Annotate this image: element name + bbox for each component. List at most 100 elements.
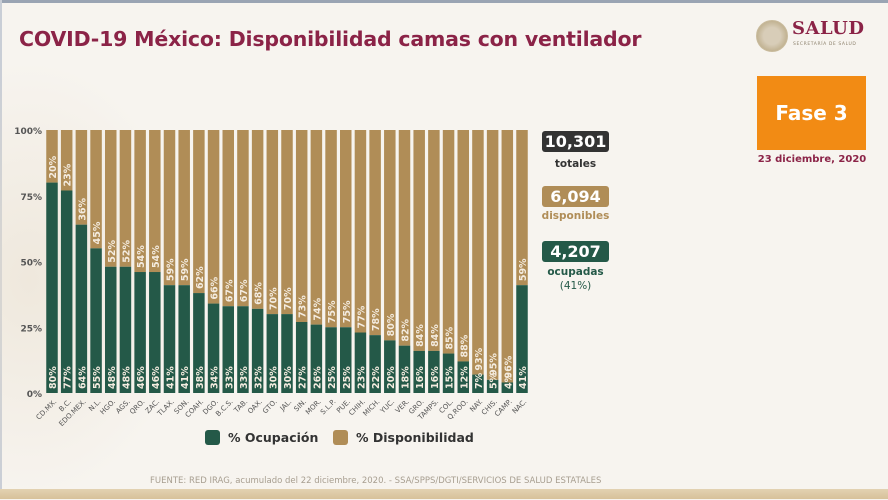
y-tick-label: 0%	[27, 390, 42, 400]
data-label-disponibilidad: 67%	[224, 279, 235, 302]
data-label-disponibilidad: 75%	[342, 300, 353, 323]
data-label-disponibilidad: 82%	[401, 318, 412, 341]
data-label-ocupacion: 41%	[166, 366, 177, 389]
data-label-ocupacion: 4%	[503, 372, 514, 389]
bar-ocupacion	[486, 379, 499, 393]
legend-item-ocupacion: % Ocupación	[205, 427, 318, 447]
bar-disponibilidad	[46, 130, 58, 183]
bar-ocupacion	[193, 293, 205, 393]
data-label-ocupacion: 16%	[415, 366, 426, 389]
bar-disponibilidad	[207, 130, 220, 304]
occupied-beds-label: ocupadas	[547, 266, 604, 278]
legend-swatch-disponibilidad	[333, 429, 348, 445]
x-category-label: S.L.P.	[319, 398, 337, 416]
bar-ocupacion	[340, 327, 352, 393]
y-tick-label: 100%	[14, 127, 42, 137]
data-label-disponibilidad: 96%	[503, 355, 514, 378]
bar-disponibilidad	[60, 130, 73, 191]
data-label-disponibilidad: 45%	[92, 221, 103, 244]
data-label-ocupacion: 22%	[371, 366, 382, 389]
data-label-disponibilidad: 84%	[430, 324, 441, 347]
bar-disponibilidad	[163, 130, 176, 286]
bar-disponibilidad	[398, 130, 411, 346]
bar-ocupacion	[457, 361, 469, 393]
salud-logo: SALUD SECRETARÍA DE SALUD	[756, 18, 876, 54]
bar-ocupacion	[237, 306, 249, 393]
x-category-label: OAX.	[246, 398, 264, 416]
bar-disponibilidad	[90, 130, 102, 249]
bar-ocupacion	[105, 266, 117, 393]
x-category-label: NAC.	[511, 398, 529, 416]
bar-disponibilidad	[354, 130, 367, 333]
bar-ocupacion	[295, 321, 308, 393]
occupied-beds-value: 4,207	[542, 241, 609, 262]
report-date: 23 diciembre, 2020	[757, 154, 867, 165]
bar-ocupacion	[90, 248, 102, 393]
logo-subtext: SECRETARÍA DE SALUD	[793, 42, 857, 47]
x-category-label: GTO.	[261, 398, 279, 416]
bar-ocupacion	[369, 335, 381, 393]
x-category-label: MICH.	[361, 398, 381, 418]
bar-disponibilidad	[178, 130, 190, 286]
data-label-ocupacion: 30%	[283, 366, 294, 389]
bar-ocupacion	[266, 314, 279, 393]
data-label-disponibilidad: 80%	[386, 313, 397, 336]
bar-disponibilidad	[457, 130, 469, 362]
x-category-label: QRO.	[128, 398, 146, 416]
bar-ocupacion	[310, 324, 323, 393]
footer-band	[0, 489, 888, 499]
data-label-ocupacion: 41%	[518, 366, 529, 389]
bar-ocupacion	[119, 266, 132, 393]
source-footnote: FUENTE: RED IRAG, acumulado del 22 dicie…	[150, 476, 602, 486]
x-category-label: MOR.	[304, 398, 323, 417]
data-label-disponibilidad: 20%	[48, 155, 59, 178]
bar-disponibilidad	[281, 130, 293, 315]
phase-badge: Fase 3	[757, 76, 866, 150]
bar-disponibilidad	[325, 130, 337, 328]
bar-disponibilidad	[516, 130, 528, 286]
bar-ocupacion	[384, 340, 396, 393]
bar-ocupacion	[46, 182, 58, 393]
data-label-ocupacion: 64%	[77, 366, 88, 389]
data-label-disponibilidad: 70%	[268, 287, 279, 310]
data-label-ocupacion: 80%	[48, 366, 59, 389]
data-label-disponibilidad: 59%	[180, 258, 191, 281]
legend-item-disponibilidad: % Disponibilidad	[333, 427, 474, 447]
bar-ocupacion	[428, 350, 440, 393]
bar-disponibilidad	[384, 130, 396, 341]
data-label-ocupacion: 23%	[356, 366, 367, 389]
bar-disponibilidad	[193, 130, 205, 294]
bar-disponibilidad	[340, 130, 352, 328]
total-beds-value: 10,301	[542, 131, 609, 152]
data-label-ocupacion: 27%	[298, 366, 309, 389]
data-label-disponibilidad: 23%	[63, 163, 74, 186]
data-label-ocupacion: 46%	[151, 366, 162, 389]
data-label-ocupacion: 41%	[180, 366, 191, 389]
bar-disponibilidad	[119, 130, 132, 267]
bar-disponibilidad	[295, 130, 308, 322]
occupied-beds-pct: (41%)	[559, 280, 592, 292]
bar-ocupacion	[251, 308, 264, 393]
data-label-ocupacion: 26%	[312, 366, 323, 389]
data-label-disponibilidad: 95%	[489, 353, 500, 376]
bar-ocupacion	[207, 303, 220, 393]
data-label-ocupacion: 5%	[489, 372, 500, 389]
data-label-ocupacion: 55%	[92, 366, 103, 389]
bar-ocupacion	[163, 285, 176, 393]
bar-ocupacion	[281, 314, 293, 393]
data-label-disponibilidad: 78%	[371, 308, 382, 331]
data-label-ocupacion: 33%	[239, 366, 250, 389]
data-label-disponibilidad: 74%	[312, 297, 323, 320]
data-label-disponibilidad: 62%	[195, 266, 206, 289]
bar-ocupacion	[516, 285, 528, 393]
data-label-disponibilidad: 75%	[327, 300, 338, 323]
national-seal-icon	[756, 20, 788, 52]
total-beds-label: totales	[554, 158, 597, 170]
data-label-ocupacion: 34%	[210, 366, 221, 389]
data-label-disponibilidad: 93%	[474, 347, 485, 370]
data-label-ocupacion: 32%	[254, 366, 265, 389]
data-label-ocupacion: 30%	[268, 366, 279, 389]
bar-disponibilidad	[472, 130, 484, 375]
bar-ocupacion	[75, 224, 88, 393]
